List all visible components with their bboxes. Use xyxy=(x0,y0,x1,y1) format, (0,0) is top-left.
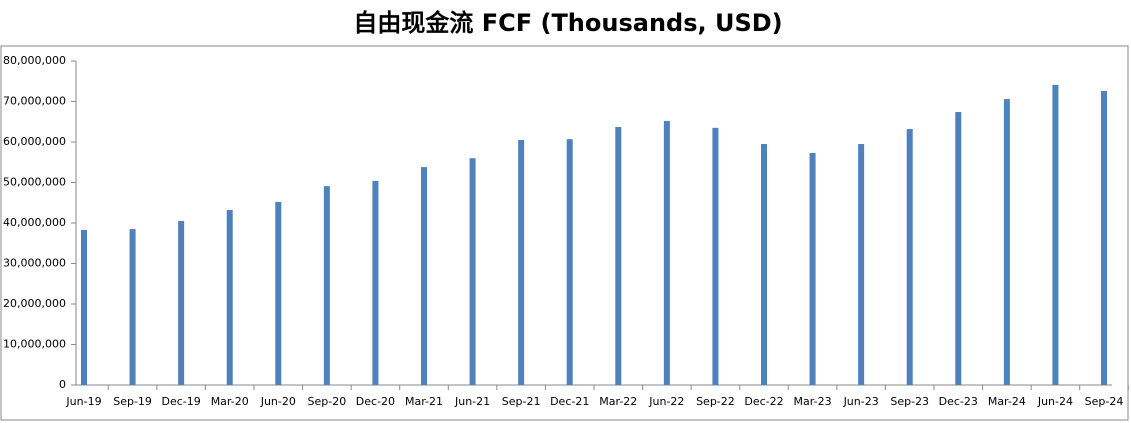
y-tick-label: 20,000,000 xyxy=(3,297,66,310)
bar xyxy=(226,210,233,385)
y-tick-label: 70,000,000 xyxy=(3,95,66,108)
x-tick-label: Jun-23 xyxy=(843,395,879,408)
x-tick-label: Mar-23 xyxy=(794,395,832,408)
chart-title: 自由现金流 FCF (Thousands, USD) xyxy=(353,9,782,37)
bar xyxy=(178,220,185,385)
bar xyxy=(712,127,719,385)
bar xyxy=(1052,84,1059,386)
x-tick-label: Jun-21 xyxy=(454,395,490,408)
x-tick-label: Mar-21 xyxy=(405,395,443,408)
y-tick-label: 50,000,000 xyxy=(3,176,66,189)
x-tick-label: Sep-19 xyxy=(113,395,152,408)
x-tick-label: Dec-19 xyxy=(162,395,201,408)
bar xyxy=(955,112,962,385)
x-tick-label: Sep-21 xyxy=(502,395,541,408)
bar xyxy=(663,120,670,385)
y-tick-label: 0 xyxy=(59,378,66,391)
x-tick-label: Sep-23 xyxy=(890,395,929,408)
x-tick-label: Jun-20 xyxy=(260,395,296,408)
bar xyxy=(1003,99,1010,385)
x-tick-label: Mar-24 xyxy=(988,395,1026,408)
x-tick-label: Jun-24 xyxy=(1037,395,1073,408)
bar xyxy=(372,180,379,385)
x-tick-label: Jun-19 xyxy=(65,395,101,408)
x-tick-label: Dec-22 xyxy=(744,395,783,408)
x-tick-label: Mar-20 xyxy=(211,395,249,408)
bar xyxy=(518,139,525,385)
x-tick-label: Sep-20 xyxy=(308,395,347,408)
y-tick-label: 10,000,000 xyxy=(3,338,66,351)
bar xyxy=(809,152,816,385)
bar xyxy=(469,158,476,385)
bar xyxy=(81,229,87,385)
bar xyxy=(615,127,622,385)
x-tick-label: Mar-22 xyxy=(599,395,637,408)
x-tick-label: Sep-24 xyxy=(1085,395,1124,408)
x-tick-label: Dec-23 xyxy=(939,395,978,408)
bar xyxy=(566,139,573,385)
bar xyxy=(858,144,865,385)
y-tick-label: 40,000,000 xyxy=(3,216,66,229)
bar xyxy=(275,201,282,385)
bar xyxy=(906,129,913,385)
y-tick-label: 60,000,000 xyxy=(3,135,66,148)
y-tick-label: 30,000,000 xyxy=(3,257,66,270)
x-tick-label: Dec-20 xyxy=(356,395,395,408)
x-tick-label: Sep-22 xyxy=(696,395,735,408)
bar xyxy=(761,144,767,385)
x-tick-label: Dec-21 xyxy=(550,395,589,408)
x-tick-label: Jun-22 xyxy=(648,395,684,408)
bar xyxy=(129,229,136,385)
y-tick-label: 80,000,000 xyxy=(3,54,66,67)
bar xyxy=(1101,90,1107,385)
chart-frame xyxy=(0,45,1129,421)
bar xyxy=(421,167,427,385)
bar xyxy=(323,186,330,385)
